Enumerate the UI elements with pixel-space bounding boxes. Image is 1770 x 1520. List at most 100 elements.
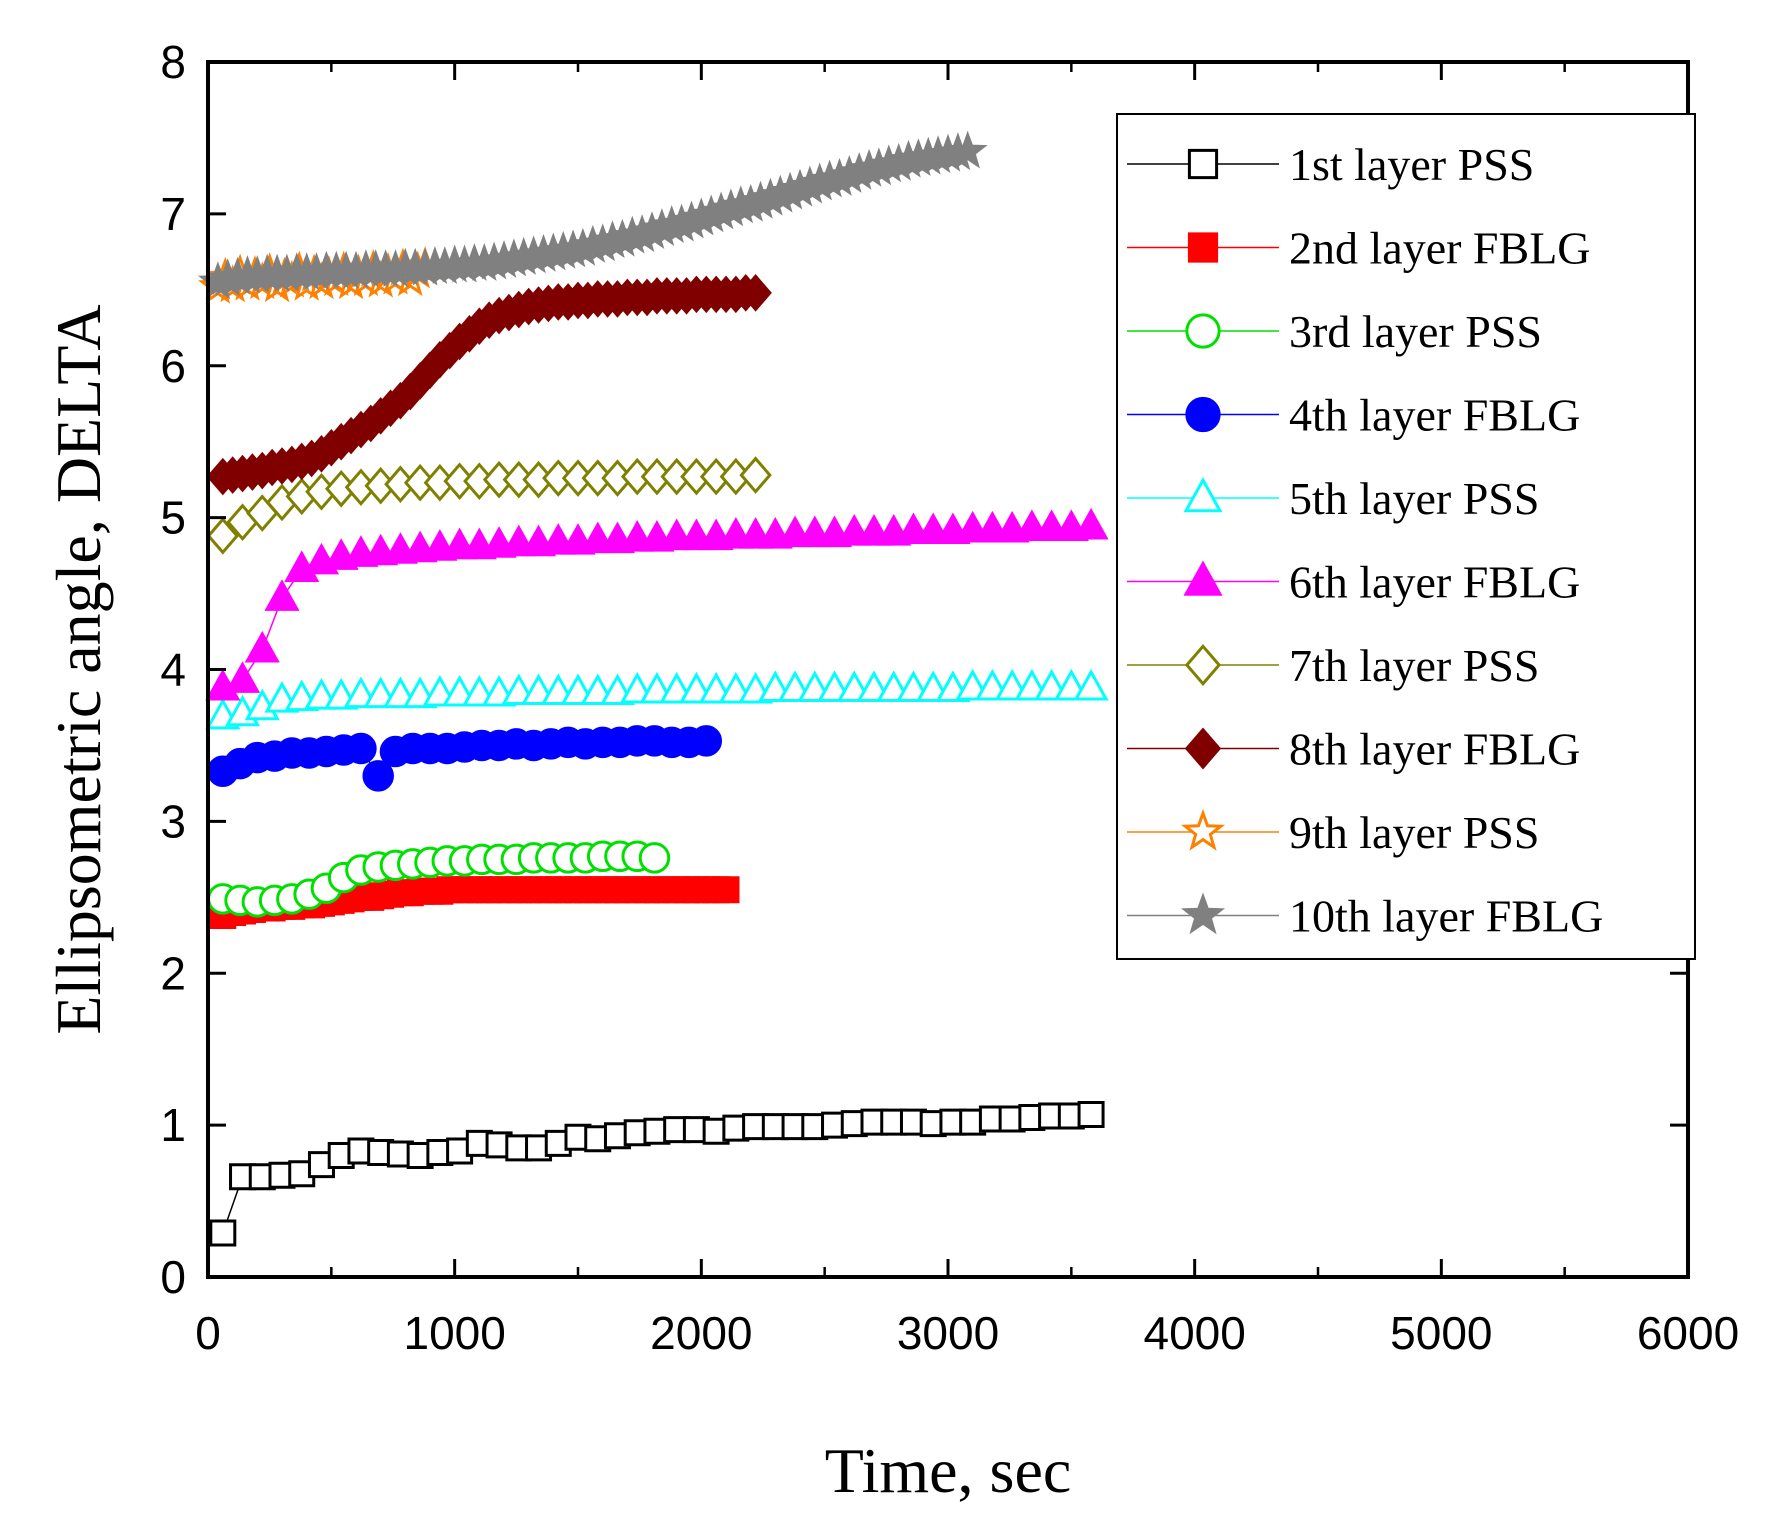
x-axis-title: Time, sec (825, 1435, 1072, 1506)
x-tick-label: 4000 (1143, 1307, 1245, 1359)
x-tick-label: 6000 (1637, 1307, 1739, 1359)
data-point (702, 1117, 730, 1145)
legend-label: 7th layer PSS (1289, 640, 1539, 691)
data-point (544, 1129, 572, 1157)
data-point (209, 1219, 237, 1247)
legend-marker (1183, 560, 1223, 596)
legend-item-2: 2nd layer FBLG (1127, 223, 1591, 274)
data-point (690, 725, 723, 757)
series-5 (205, 668, 1109, 730)
data-point (643, 1117, 671, 1145)
y-axis-title: Ellipsometric angle, DELTA (43, 304, 114, 1034)
data-point (801, 1113, 829, 1141)
data-point (288, 1160, 316, 1188)
x-tick-label: 3000 (897, 1307, 999, 1359)
series-3 (207, 840, 671, 918)
legend-item-8: 8th layer FBLG (1127, 724, 1580, 775)
legend-label: 10th layer FBLG (1289, 891, 1603, 942)
data-point (584, 1125, 612, 1153)
legend-label: 4th layer FBLG (1289, 390, 1580, 441)
legend-label: 2nd layer FBLG (1289, 223, 1591, 274)
legend-item-10: 10th layer FBLG (1127, 891, 1603, 942)
y-tick-label: 7 (160, 188, 186, 240)
legend-marker (1184, 644, 1222, 686)
series-10 (197, 130, 988, 300)
legend-marker (1184, 727, 1222, 770)
data-point (1057, 1102, 1085, 1130)
x-tick-label: 1000 (403, 1307, 505, 1359)
series-1 (209, 1100, 1105, 1247)
y-tick-label: 5 (160, 492, 186, 544)
legend: 1st layer PSS 2nd layer FBLG 3rd layer PSS… (1116, 113, 1696, 960)
data-point (739, 456, 772, 494)
legend-marker (1187, 148, 1219, 180)
data-point (1073, 507, 1109, 540)
data-point (206, 517, 240, 555)
data-point (264, 579, 300, 611)
legend-item-6: 6th layer FBLG (1127, 557, 1580, 608)
legend-item-1: 1st layer PSS (1127, 139, 1534, 190)
data-point (307, 1151, 335, 1179)
legend-marker (1183, 477, 1223, 513)
data-point (406, 1142, 434, 1169)
legend-label: 1st layer PSS (1289, 139, 1534, 190)
x-tick-label: 0 (195, 1307, 221, 1359)
legend-marker (1185, 396, 1221, 433)
data-point (362, 760, 394, 792)
legend-label: 9th layer PSS (1289, 807, 1539, 858)
legend-item-5: 5th layer PSS (1127, 473, 1539, 524)
legend-marker (1185, 313, 1221, 349)
axes-layer: 0 1000 2000 3000 4000 5000 6000 0 1 2 3 4 5 6 7 8 (160, 36, 1739, 1359)
data-point (998, 1105, 1026, 1133)
data-point (919, 1110, 947, 1138)
y-tick-label: 3 (160, 795, 186, 847)
data-point (244, 630, 280, 663)
y-tick-label: 6 (160, 340, 186, 392)
legend-item-9: 9th layer PSS (1127, 807, 1539, 858)
data-point (1077, 1100, 1105, 1128)
series-8 (206, 274, 772, 496)
legend-marker (1181, 892, 1225, 935)
legend-label: 5th layer PSS (1289, 473, 1539, 524)
y-tick-label: 1 (160, 1099, 186, 1151)
legend-label: 6th layer FBLG (1289, 557, 1580, 608)
data-point (623, 1119, 651, 1147)
data-point (840, 1110, 868, 1138)
data-point (525, 1134, 553, 1162)
legend-item-4: 4th layer FBLG (1127, 390, 1580, 441)
legend-label: 8th layer FBLG (1289, 724, 1580, 775)
data-point (426, 1138, 454, 1166)
data-point (603, 1122, 631, 1150)
data-point (1073, 668, 1109, 701)
data-point (722, 1114, 750, 1142)
y-tick-label: 2 (160, 947, 186, 999)
legend-marker (1187, 232, 1219, 263)
y-tick-label: 4 (160, 644, 186, 696)
data-point (739, 274, 772, 312)
legend-marker (1181, 808, 1225, 851)
data-point (821, 1111, 849, 1139)
data-point (268, 1161, 296, 1189)
data-point (446, 1137, 474, 1165)
data-point (712, 876, 740, 904)
data-point (947, 130, 988, 169)
series-6 (205, 507, 1109, 701)
data-point (959, 1108, 987, 1136)
y-tick-label: 0 (160, 1251, 186, 1303)
series-layer (197, 130, 1109, 1247)
data-point (1018, 1104, 1046, 1132)
legend-item-7: 7th layer PSS (1127, 640, 1539, 691)
data-point (638, 842, 671, 874)
legend-label: 3rd layer PSS (1289, 306, 1542, 357)
data-point (345, 732, 377, 765)
data-point (224, 661, 261, 693)
legend-item-3: 3rd layer PSS (1127, 306, 1542, 357)
series-7 (206, 456, 772, 555)
data-point (327, 1142, 355, 1169)
series-2 (209, 876, 740, 930)
x-tick-label: 2000 (650, 1307, 752, 1359)
x-tick-label: 5000 (1390, 1307, 1492, 1359)
series-4 (207, 725, 723, 792)
y-tick-label: 8 (160, 36, 186, 88)
